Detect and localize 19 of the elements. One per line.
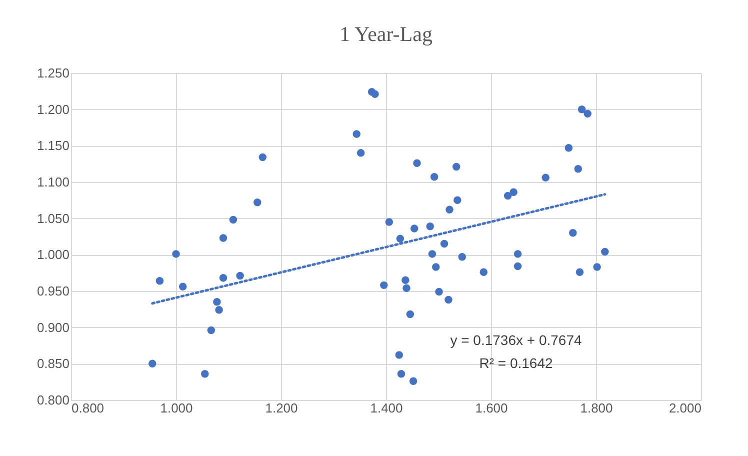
x-tick-label: 1.400 <box>370 400 403 416</box>
y-tick-label: 1.200 <box>36 102 70 117</box>
y-tick-label: 1.100 <box>36 174 70 190</box>
x-tick-label: 0.800 <box>72 400 104 416</box>
y-tick-label: 0.900 <box>36 320 70 335</box>
x-tick-label: 1.000 <box>160 400 193 416</box>
y-tick-label: 0.850 <box>36 356 70 372</box>
y-tick-label: 1.250 <box>36 66 70 80</box>
annotation: y = 0.1736x + 0.7674 <box>450 332 582 348</box>
y-tick-label: 0.950 <box>36 284 70 298</box>
y-tick-label: 1.000 <box>36 247 70 262</box>
y-tick-label: 1.050 <box>36 210 70 226</box>
annotation: R² = 0.1642 <box>479 355 553 371</box>
x-tick-label: 1.600 <box>475 400 508 416</box>
x-tick-label: 2.000 <box>668 400 702 416</box>
x-tick-label: 1.800 <box>580 400 613 416</box>
chart-title: 1 Year-Lag <box>340 22 433 46</box>
y-tick-label: 1.150 <box>36 138 70 154</box>
x-tick-label: 1.200 <box>265 400 298 416</box>
